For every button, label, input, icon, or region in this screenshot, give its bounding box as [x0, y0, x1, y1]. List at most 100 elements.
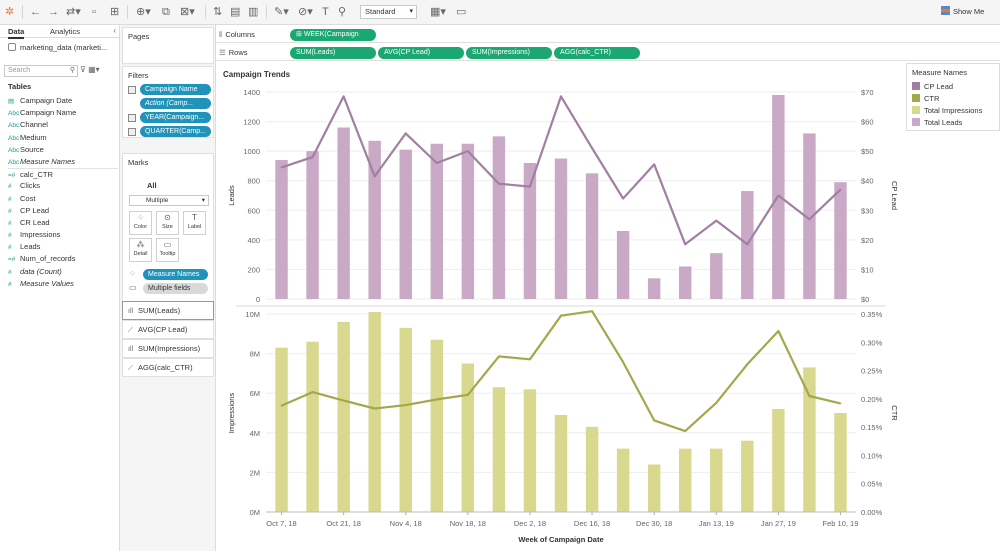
filter-pill-campaign-name[interactable]: Campaign Name: [140, 84, 211, 95]
bar: [492, 136, 506, 299]
color-pill-measure-names[interactable]: Measure Names: [143, 269, 208, 280]
rows-pill-sum-leads[interactable]: SUM(Leads): [290, 47, 376, 59]
bar: [368, 312, 381, 512]
field-item[interactable]: =# Num_of_records: [8, 253, 118, 265]
marks-card-sum-impressions[interactable]: ıll SUM(Impressions): [122, 339, 214, 358]
bar: [275, 160, 288, 299]
size-icon: ⊙: [164, 213, 171, 222]
bar: [710, 253, 723, 299]
rows-pill-agg-ctr[interactable]: AGG(calc_CTR): [554, 47, 640, 59]
clear-sheet-icon[interactable]: ⊠▾: [180, 6, 195, 18]
filters-title: Filters: [128, 71, 149, 80]
tableau-logo-icon[interactable]: ✲: [5, 6, 15, 18]
mark-type-select[interactable]: Multiple ▾: [129, 195, 209, 206]
x-tick-label: Jan 27, 19: [761, 519, 796, 528]
y2-tick-label: $0: [861, 295, 869, 304]
highlight-icon[interactable]: ✎▾: [274, 6, 289, 18]
rows-pill-avg-cp-lead[interactable]: AVG(CP Lead): [378, 47, 464, 59]
field-item[interactable]: # Impressions: [8, 229, 118, 241]
legend-item-total-impressions[interactable]: Total Impressions: [912, 106, 982, 115]
field-item[interactable]: =# calc_CTR: [8, 168, 118, 180]
toolbar: ✲ ← → ⇄▾ ▫ ⊞ ⊕▾ ⧉ ⊠▾ ⇅ ▤ ▥ ✎▾ ⊘▾ T ⚲ Sta…: [0, 0, 1000, 25]
show-me-button[interactable]: Show Me: [941, 6, 984, 16]
tab-data[interactable]: Data: [8, 27, 25, 39]
save-icon[interactable]: ▫: [92, 6, 96, 18]
filter-pill-year[interactable]: YEAR(Campaign...: [140, 112, 211, 123]
legend-item-ctr[interactable]: CTR: [912, 94, 939, 103]
bar: [461, 363, 475, 512]
y2-tick-label: 0.20%: [861, 395, 883, 404]
fit-select[interactable]: Standard ▾: [360, 5, 417, 19]
legend-swatch: [912, 118, 920, 126]
marks-title: Marks: [128, 158, 149, 167]
field-label: Cost: [20, 193, 36, 203]
swap-rows-columns-icon[interactable]: ⇅: [213, 6, 223, 18]
field-item[interactable]: # data (Count): [8, 266, 118, 278]
redo-icon[interactable]: →: [48, 6, 59, 18]
presentation-icon[interactable]: ▭: [456, 6, 467, 18]
bar: [585, 426, 599, 512]
rows-shelf[interactable]: ☰ Rows SUM(Leads) AVG(CP Lead) SUM(Impres…: [216, 45, 1000, 61]
filter-icon[interactable]: ⊽: [80, 65, 86, 74]
pages-card[interactable]: Pages: [122, 27, 214, 64]
tab-analytics[interactable]: Analytics: [50, 27, 81, 36]
measure-icon: #: [8, 244, 12, 252]
y2-axis-title: CP Lead: [890, 181, 899, 210]
sort-ascending-icon[interactable]: ▤: [230, 6, 241, 18]
pin-icon[interactable]: ⚲: [338, 6, 347, 18]
sort-descending-icon[interactable]: ▥: [248, 6, 259, 18]
tooltip-pill-multiple-fields[interactable]: Multiple fields: [143, 283, 208, 294]
y2-tick-label: $50: [861, 147, 874, 156]
field-item[interactable]: AbcMedium: [8, 132, 118, 144]
campaign-trends-chart[interactable]: 0 200 400 600 800 1000 1200 1400 $0 $10 $20 $30 $40 $…: [216, 63, 905, 551]
size-button[interactable]: ⊙ Size: [156, 211, 179, 235]
columns-pill-label: WEEK(Campaign: [303, 31, 359, 38]
columns-pill-week[interactable]: ⊞ WEEK(Campaign: [290, 29, 376, 41]
redo-history-icon[interactable]: ⇄▾: [66, 6, 81, 18]
detail-button[interactable]: ⁂ Detail: [129, 238, 152, 262]
field-item[interactable]: ▤ Campaign Date: [8, 95, 118, 107]
cards-pane: Pages Filters Campaign Name Action (Camp…: [120, 25, 216, 551]
legend-item-cp-lead[interactable]: CP Lead: [912, 82, 953, 91]
new-worksheet-icon[interactable]: ⊕▾: [136, 6, 151, 18]
tooltip-button[interactable]: ▭ Tooltip: [156, 238, 179, 262]
database-icon: [8, 43, 16, 51]
new-datasource-icon[interactable]: ⊞: [110, 6, 120, 18]
field-item[interactable]: # CP Lead: [8, 205, 118, 217]
marks-card-sum-leads[interactable]: ıll SUM(Leads): [122, 301, 214, 320]
y-tick-label: 6M: [250, 389, 260, 398]
filter-pill-quarter[interactable]: QUARTER(Camp...: [140, 126, 211, 137]
field-item[interactable]: AbcMeasure Names: [8, 156, 118, 168]
view-options-icon[interactable]: ▦▾: [88, 65, 100, 74]
marks-all-tab[interactable]: All: [147, 181, 157, 190]
field-item[interactable]: AbcCampaign Name: [8, 107, 118, 119]
filter-pill-action[interactable]: Action (Camp...: [140, 98, 211, 109]
datasource-item[interactable]: marketing_data (marketi...: [8, 43, 107, 52]
color-button[interactable]: ⁘ Color: [129, 211, 152, 235]
columns-shelf[interactable]: ⦀ Columns ⊞ WEEK(Campaign: [216, 27, 1000, 43]
bar: [554, 158, 568, 299]
marks-card-avg-cp-lead[interactable]: ⟋ AVG(CP Lead): [122, 320, 214, 339]
label-button[interactable]: T Label: [183, 211, 206, 235]
field-item[interactable]: # Clicks: [8, 180, 118, 192]
field-item[interactable]: # Measure Values: [8, 278, 118, 290]
field-item[interactable]: AbcSource: [8, 144, 118, 156]
show-labels-icon[interactable]: T: [322, 6, 329, 18]
duplicate-sheet-icon[interactable]: ⧉: [162, 6, 170, 18]
bar: [523, 389, 537, 512]
field-item[interactable]: # Leads: [8, 241, 118, 253]
show-cards-icon[interactable]: ▦▾: [430, 6, 446, 18]
rows-pill-sum-impressions[interactable]: SUM(Impressions): [466, 47, 552, 59]
marks-card-agg-ctr[interactable]: ⟋ AGG(calc_CTR): [122, 358, 214, 377]
group-icon[interactable]: ⊘▾: [298, 6, 313, 18]
search-input[interactable]: Search ⚲: [4, 65, 78, 77]
field-item[interactable]: # Cost: [8, 193, 118, 205]
undo-icon[interactable]: ←: [30, 6, 41, 18]
collapse-pane-icon[interactable]: ‹: [113, 26, 116, 35]
toolbar-divider: [205, 5, 206, 19]
line-point: [560, 314, 562, 317]
field-item[interactable]: # CR Lead: [8, 217, 118, 229]
field-item[interactable]: AbcChannel: [8, 119, 118, 131]
legend-item-total-leads[interactable]: Total Leads: [912, 118, 962, 127]
data-pane: Data Analytics ‹ marketing_data (marketi…: [0, 25, 120, 551]
